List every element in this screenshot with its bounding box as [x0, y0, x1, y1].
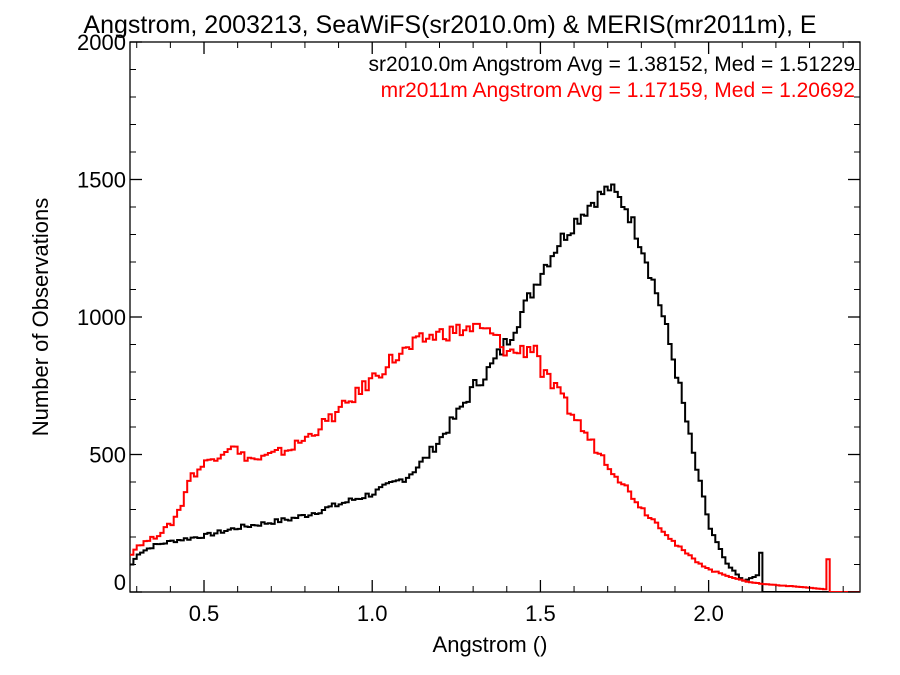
y-tick-label: 500: [89, 443, 126, 468]
x-tick-label: 0.5: [189, 601, 220, 626]
sr-stats-annotation: sr2010.0m Angstrom Avg = 1.38152, Med = …: [369, 53, 855, 76]
mr-stats-annotation: mr2011m Angstrom Avg = 1.17159, Med = 1.…: [381, 79, 855, 102]
series-1-line: [130, 183, 860, 592]
series-2-line: [130, 322, 860, 592]
y-tick-label: 2000: [77, 30, 126, 55]
y-tick-label: 1000: [77, 305, 126, 330]
plot-frame: [129, 41, 861, 593]
chart-title: Angstrom, 2003213, SeaWiFS(sr2010.0m) & …: [83, 11, 816, 39]
y-tick-label: 1500: [77, 168, 126, 193]
y-axis-label: Number of Observations: [28, 198, 53, 436]
x-axis-label: Angstrom (): [433, 632, 548, 657]
y-tick-label: 0: [114, 570, 126, 595]
x-tick-label: 1.5: [525, 601, 556, 626]
x-tick-label: 1.0: [357, 601, 388, 626]
x-tick-label: 2.0: [693, 601, 724, 626]
